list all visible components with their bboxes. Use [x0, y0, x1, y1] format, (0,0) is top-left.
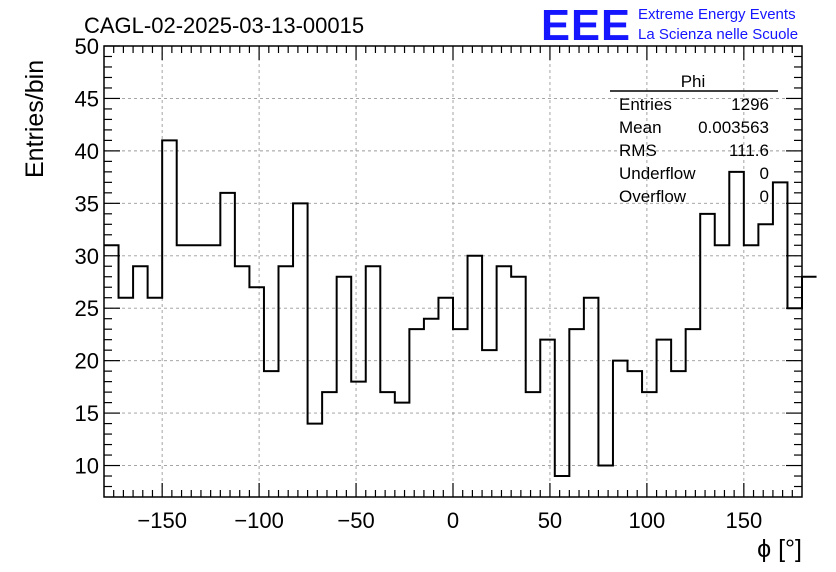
histogram-line [104, 139, 817, 478]
eee-logo: EEE [541, 1, 631, 50]
axis-ticks [104, 45, 802, 497]
stats-label: RMS [619, 141, 657, 160]
stats-value: 0 [760, 164, 769, 183]
stats-value: 0 [760, 187, 769, 206]
stats-box: Phi Entries 1296 Mean 0.003563 RMS 111.6 Under… [610, 72, 778, 206]
y-tick-label: 40 [75, 139, 99, 164]
y-tick-label: 50 [75, 34, 99, 59]
stats-label: Entries [619, 95, 672, 114]
x-tick-label: 100 [629, 508, 666, 533]
stats-value: 111.6 [729, 141, 769, 160]
x-tick-label: −100 [234, 508, 284, 533]
y-tick-label: 20 [75, 349, 99, 374]
stats-label: Mean [619, 118, 662, 137]
y-tick-label: 25 [75, 296, 99, 321]
branding-line1: Extreme Energy Events [638, 6, 796, 23]
x-tick-label: 150 [725, 508, 762, 533]
x-tick-label: 50 [538, 508, 562, 533]
grid-lines [104, 45, 802, 497]
axis-tick-labels: −150 −100 −50 0 50 100 150 10 15 20 25 30 35 40 45 50 [75, 34, 763, 533]
y-tick-label: 15 [75, 401, 99, 426]
stats-value: 0.003563 [698, 118, 769, 137]
stats-label: Underflow [619, 164, 696, 183]
chart-title: CAGL-02-2025-03-13-00015 [84, 13, 364, 38]
branding-line2: La Scienza nelle Scuole [638, 26, 798, 43]
stats-value: 1296 [731, 95, 769, 114]
y-tick-label: 45 [75, 86, 99, 111]
x-tick-label: 0 [447, 508, 459, 533]
histogram-series [104, 139, 817, 478]
y-tick-label: 10 [75, 454, 99, 479]
stats-label: Overflow [619, 187, 687, 206]
x-axis-title: ϕ [°] [757, 535, 802, 563]
y-tick-label: 30 [75, 244, 99, 269]
y-tick-label: 35 [75, 191, 99, 216]
y-axis-title: Entries/bin [21, 60, 49, 178]
eee-branding: EEE Extreme Energy Events La Scienza nel… [541, 1, 798, 50]
stats-name: Phi [681, 72, 706, 91]
x-tick-label: −150 [137, 508, 187, 533]
x-tick-label: −50 [337, 508, 374, 533]
